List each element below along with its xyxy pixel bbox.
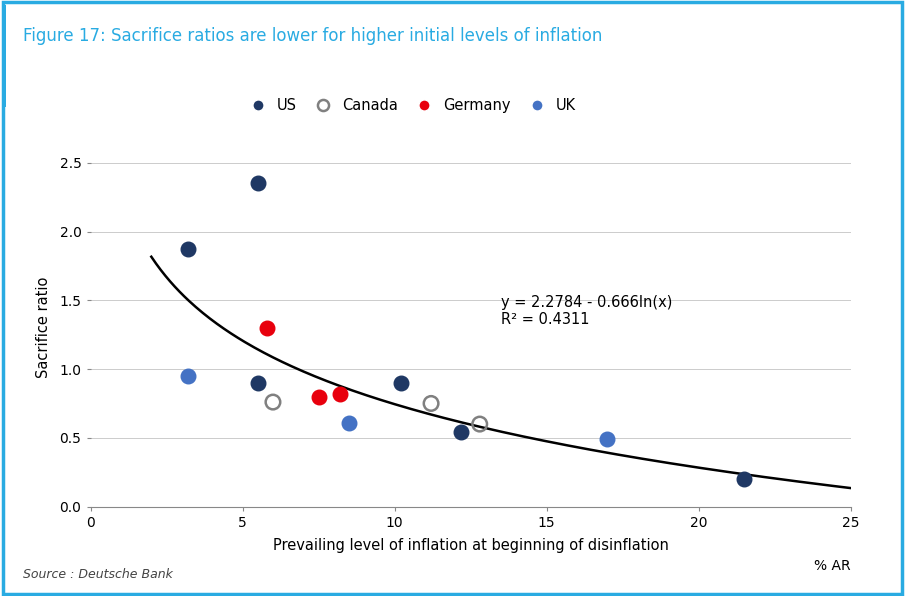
Point xyxy=(311,392,326,401)
Point xyxy=(260,323,274,333)
Point xyxy=(737,474,751,484)
Point xyxy=(181,244,195,254)
Point xyxy=(342,418,357,427)
Text: % AR: % AR xyxy=(814,560,851,573)
Point xyxy=(600,434,614,444)
Text: Source : Deutsche Bank: Source : Deutsche Bank xyxy=(23,568,173,581)
Point xyxy=(394,378,408,387)
Point xyxy=(251,378,265,387)
X-axis label: Prevailing level of inflation at beginning of disinflation: Prevailing level of inflation at beginni… xyxy=(272,538,669,553)
Text: y = 2.2784 - 0.666ln(x)
R² = 0.4311: y = 2.2784 - 0.666ln(x) R² = 0.4311 xyxy=(501,295,672,327)
Point xyxy=(333,389,348,399)
Point xyxy=(472,420,487,429)
Point xyxy=(251,179,265,188)
Point xyxy=(181,371,195,381)
Legend: US, Canada, Germany, UK: US, Canada, Germany, UK xyxy=(238,92,582,119)
Text: Figure 17: Sacrifice ratios are lower for higher initial levels of inflation: Figure 17: Sacrifice ratios are lower fo… xyxy=(23,27,602,45)
Y-axis label: Sacrifice ratio: Sacrifice ratio xyxy=(36,277,52,378)
Point xyxy=(424,399,438,408)
Point xyxy=(266,398,281,407)
Point xyxy=(454,427,469,437)
